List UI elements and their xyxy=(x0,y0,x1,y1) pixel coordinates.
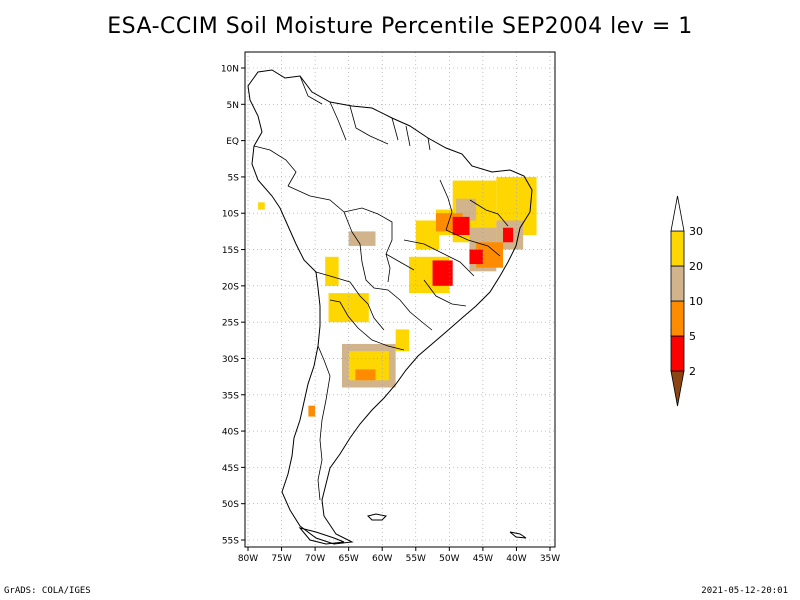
axis-ticks: 10N 5N EQ 5S 10S 15S 20S 25S 30S 35S 40S 45S 50S 55S 8… xyxy=(221,65,560,565)
lat-tick-label: 15S xyxy=(222,246,239,256)
colorbar-label: 2 xyxy=(689,365,696,378)
lat-tick-label: 10N xyxy=(221,65,239,75)
lat-tick-label: 30S xyxy=(222,355,239,365)
lon-tick-label: 65W xyxy=(338,554,358,564)
lat-tick-label: 25S xyxy=(222,319,239,329)
lon-tick-label: 35W xyxy=(540,554,560,564)
moisture-region-22 xyxy=(258,202,265,210)
lon-tick-label: 75W xyxy=(271,554,291,564)
footer-timestamp: 2021-05-12-20:01 xyxy=(701,586,788,596)
colorbar-segment-below-2 xyxy=(670,370,685,407)
colorbar-legend: 2 5 10 20 30 xyxy=(670,195,703,407)
tierra-del-fuego xyxy=(298,527,345,545)
colorbar-segment-10-20 xyxy=(670,265,685,302)
moisture-region-16 xyxy=(328,293,369,323)
lon-tick-label: 60W xyxy=(372,554,392,564)
lon-tick-label: 70W xyxy=(305,554,325,564)
colorbar-segment-5-10 xyxy=(670,300,685,337)
border-lines xyxy=(253,75,509,501)
colorbar-label: 30 xyxy=(689,225,703,238)
moisture-region-10 xyxy=(452,216,470,236)
moisture-region-12 xyxy=(469,249,483,265)
soil-moisture-regions xyxy=(258,176,537,417)
coastline-and-borders xyxy=(247,69,533,545)
lon-tick-label: 80W xyxy=(238,554,258,564)
moisture-region-13 xyxy=(503,227,514,243)
lat-tick-label: 45S xyxy=(222,464,239,474)
colorbar-segment-20-30 xyxy=(670,230,685,267)
map-title: ESA-CCIM Soil Moisture Percentile SEP200… xyxy=(107,14,693,39)
lat-tick-label: 5S xyxy=(228,173,240,183)
lon-tick-label: 40W xyxy=(506,554,526,564)
moisture-region-19 xyxy=(355,369,376,381)
lat-lon-grid xyxy=(245,52,555,547)
map-frame xyxy=(244,51,556,548)
lat-tick-label: 10S xyxy=(222,210,239,220)
plot-border xyxy=(244,51,556,548)
lat-tick-label: 20S xyxy=(222,282,239,292)
moisture-region-21 xyxy=(308,405,316,417)
lon-tick-label: 55W xyxy=(406,554,426,564)
lat-tick-label: EQ xyxy=(226,137,239,147)
south-georgia xyxy=(509,531,527,539)
lat-tick-label: 5N xyxy=(227,101,239,111)
moisture-region-3 xyxy=(415,220,440,250)
colorbar-label: 20 xyxy=(689,260,703,273)
lat-tick-label: 40S xyxy=(222,428,239,438)
lat-tick-label: 35S xyxy=(222,391,239,401)
falkland-islands xyxy=(367,513,388,521)
moisture-region-20 xyxy=(395,329,410,352)
lon-tick-label: 50W xyxy=(439,554,459,564)
moisture-region-14 xyxy=(348,231,376,246)
lat-tick-label: 50S xyxy=(222,500,239,510)
colorbar-segment-2-5 xyxy=(670,335,685,372)
colorbar-label: 5 xyxy=(689,330,696,343)
footer-credit: GrADS: COLA/IGES xyxy=(4,586,91,596)
lat-tick-label: 55S xyxy=(222,537,239,547)
lon-tick-label: 45W xyxy=(473,554,493,564)
moisture-region-15 xyxy=(325,256,339,286)
colorbar-label: 10 xyxy=(689,295,703,308)
moisture-region-11 xyxy=(432,260,453,286)
colorbar-segment-above-30 xyxy=(670,195,685,232)
continent-outline xyxy=(247,69,533,545)
